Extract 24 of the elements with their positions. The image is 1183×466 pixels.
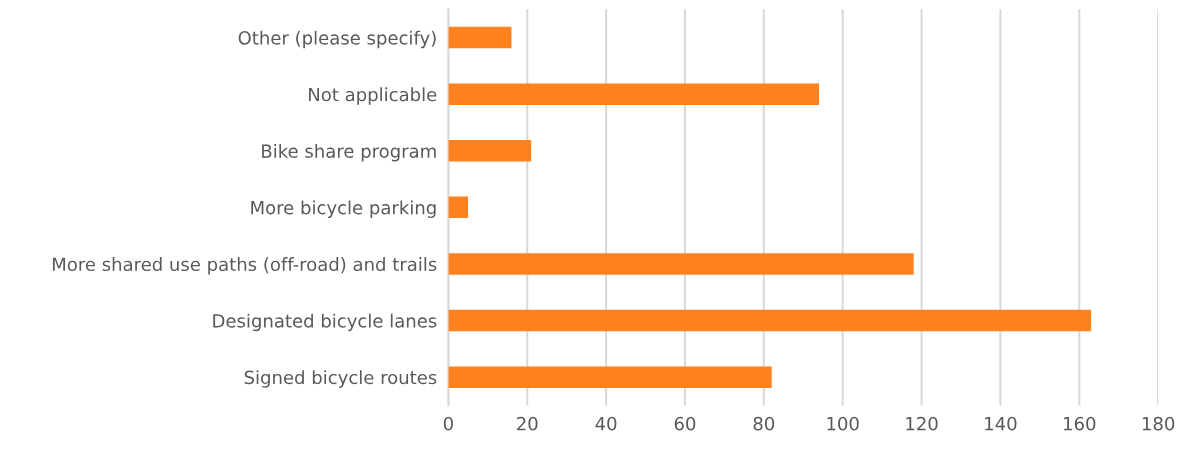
bar: [448, 196, 469, 219]
x-tick-label: 120: [906, 416, 938, 431]
y-tick-label: More shared use paths (off-road) and trails: [52, 257, 437, 275]
x-tick-label: 140: [985, 416, 1017, 431]
bar: [448, 26, 512, 49]
x-tick-label: 60: [674, 416, 696, 431]
x-tick-label: 80: [753, 416, 775, 431]
x-tick-label: 160: [1064, 416, 1096, 431]
x-tick-label: 0: [443, 416, 453, 431]
x-tick-label: 100: [827, 416, 859, 431]
x-tick-label: 40: [595, 416, 617, 431]
y-tick-label: Bike share program: [262, 143, 436, 162]
y-tick-label: Other (please specify): [238, 30, 436, 49]
y-tick-label: Not applicable: [309, 87, 437, 105]
bar: [448, 140, 532, 162]
bar: [448, 253, 914, 275]
y-tick-label: Designated bicycle lanes: [213, 313, 437, 332]
bar: [448, 83, 820, 105]
x-tick-label: 20: [517, 416, 538, 431]
y-tick-label: Signed bicycle routes: [244, 370, 437, 388]
bar: [448, 366, 772, 388]
bar: [448, 309, 1092, 332]
x-tick-label: 180: [1142, 416, 1175, 431]
y-tick-label: More bicycle parking: [251, 200, 436, 218]
